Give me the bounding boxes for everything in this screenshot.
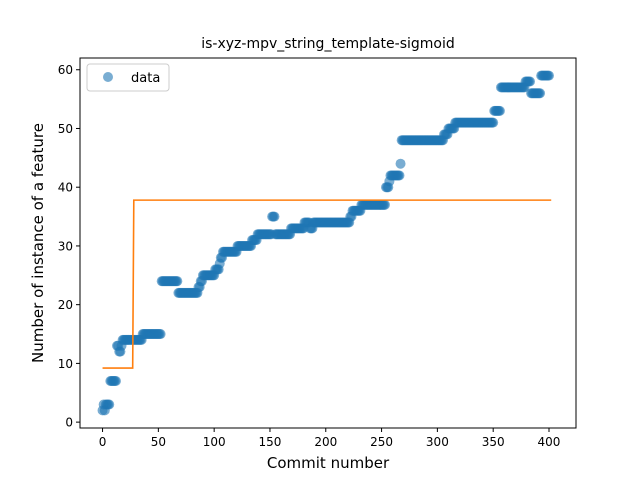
y-axis: 0 10 20 30 40 50 60 [58, 63, 80, 430]
chart-title: is-xyz-mpv_string_template-sigmoid [201, 36, 455, 52]
data-point [488, 117, 499, 128]
y-tick-label: 30 [58, 239, 73, 253]
data-point [269, 211, 280, 222]
x-tick-label: 50 [151, 435, 166, 449]
data-point [543, 70, 554, 81]
y-tick-label: 10 [58, 357, 73, 371]
y-tick-label: 40 [58, 181, 73, 195]
plot-area [97, 70, 554, 416]
x-tick-label: 400 [538, 435, 561, 449]
data-point [379, 199, 390, 210]
legend-label-data: data [131, 71, 160, 86]
y-tick-label: 0 [65, 416, 73, 430]
y-tick-label: 50 [58, 122, 73, 136]
x-axis: 0 50 100 150 200 250 300 350 400 [99, 428, 561, 449]
plot-frame [79, 57, 577, 429]
data-point [535, 88, 546, 99]
data-point [395, 158, 406, 169]
fit-line [102, 199, 552, 369]
legend-box [86, 63, 170, 92]
data-point [394, 170, 405, 181]
x-tick-label: 200 [314, 435, 337, 449]
x-tick-label: 150 [259, 435, 282, 449]
legend-marker-data [103, 72, 113, 82]
x-tick-label: 250 [370, 435, 393, 449]
y-tick-label: 20 [58, 298, 73, 312]
data-point [172, 276, 183, 287]
data-point [110, 376, 121, 387]
x-tick-label: 100 [203, 435, 226, 449]
data-point [104, 399, 115, 410]
x-tick-label: 0 [99, 435, 107, 449]
x-axis-label: Commit number [267, 454, 390, 472]
x-tick-label: 300 [426, 435, 449, 449]
data-point [525, 76, 536, 87]
y-axis-label: Number of instance of a feature [29, 123, 47, 363]
legend: data [86, 63, 170, 92]
y-tick-label: 60 [58, 63, 73, 77]
data-point [155, 329, 166, 340]
data-point [494, 105, 505, 116]
x-tick-label: 350 [482, 435, 505, 449]
